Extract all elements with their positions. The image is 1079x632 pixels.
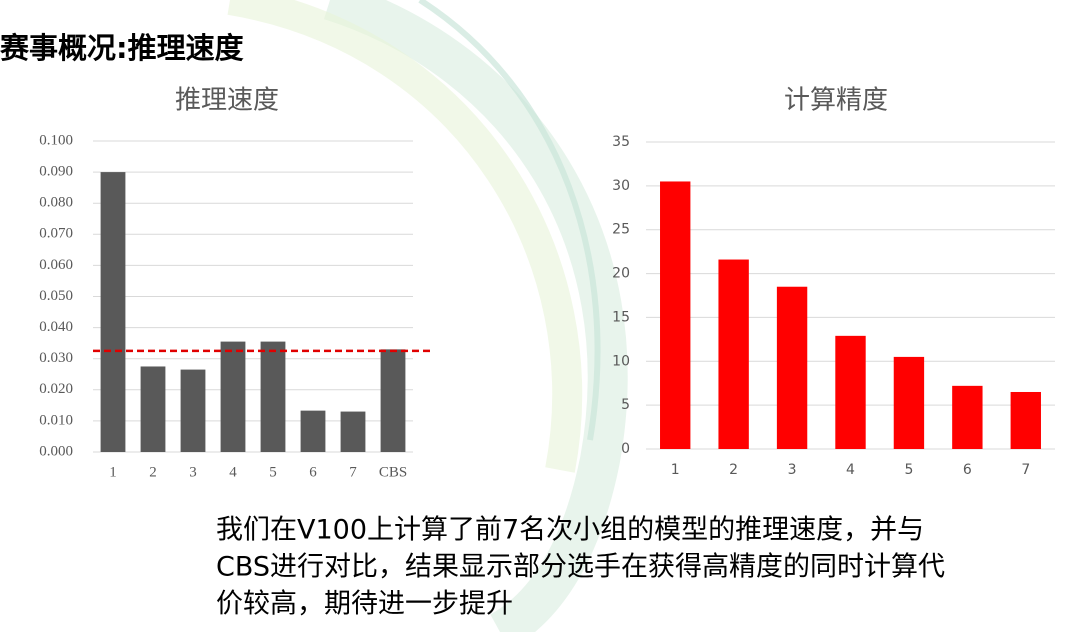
bar [835, 335, 866, 449]
y-tick-label: 0.060 [39, 257, 73, 273]
y-tick-label: 5 [621, 397, 630, 413]
x-tick-label: 7 [349, 464, 357, 480]
y-tick-label: 10 [612, 353, 630, 369]
x-tick-label: 5 [269, 464, 277, 480]
bar [260, 341, 286, 452]
y-tick-label: 25 [612, 222, 630, 238]
bar [140, 366, 166, 452]
bar [180, 369, 206, 452]
x-tick-label: 5 [904, 462, 913, 478]
y-tick-label: 0.030 [39, 350, 73, 366]
x-tick-label: 6 [963, 462, 972, 478]
bar [776, 286, 808, 449]
y-tick-label: 0.010 [39, 412, 73, 428]
y-tick-label: 0 [621, 441, 630, 457]
x-tick-label: 3 [788, 462, 797, 478]
caption-line: CBS进行对比，结果显示部分选手在获得高精度的同时计算代 [216, 552, 945, 583]
caption-line: 价较高，期待进一步提升 [216, 589, 513, 620]
background-decoration [227, 0, 628, 632]
x-tick-label: 1 [671, 462, 680, 478]
x-tick-label: 7 [1021, 462, 1030, 478]
bar [718, 259, 749, 449]
x-tick-label: 2 [149, 464, 157, 480]
bar [660, 181, 691, 449]
bar [340, 411, 366, 452]
x-tick-label: 3 [189, 464, 197, 480]
y-tick-label: 15 [612, 309, 630, 325]
x-tick-label: 1 [109, 464, 117, 480]
bar [220, 341, 246, 452]
chart-title: 计算精度 [784, 86, 888, 116]
x-tick-label: 4 [846, 462, 855, 478]
bar [380, 349, 406, 452]
bar [100, 172, 126, 452]
bar [1010, 391, 1041, 449]
y-tick-label: 20 [612, 266, 630, 282]
x-tick-label: CBS [379, 464, 407, 480]
y-tick-label: 0.080 [39, 195, 73, 211]
bar [893, 356, 925, 449]
y-tick-label: 0.070 [39, 226, 73, 242]
charts: 推理速度 0.000 0.010 0.020 0.030 0.040 0.050 0.060 0… [39, 86, 1055, 480]
x-tick-label: 4 [229, 464, 237, 480]
bar [300, 410, 326, 452]
y-tick-label: 0.000 [39, 443, 73, 459]
x-tick-label: 2 [729, 462, 738, 478]
y-tick-label: 35 [612, 134, 630, 150]
x-tick-label: 6 [309, 464, 317, 480]
caption-line: 我们在V100上计算了前7名次小组的模型的推理速度，并与 [216, 515, 924, 546]
y-tick-label: 30 [612, 178, 630, 194]
chart-title: 推理速度 [175, 86, 279, 116]
y-tick-label: 0.100 [39, 132, 73, 148]
y-tick-label: 0.020 [39, 381, 73, 397]
bar [952, 385, 983, 449]
slide-title: 赛事概况:推理速度 [0, 31, 244, 65]
y-tick-label: 0.090 [39, 164, 73, 180]
y-tick-label: 0.040 [39, 319, 73, 335]
y-tick-label: 0.050 [39, 288, 73, 304]
